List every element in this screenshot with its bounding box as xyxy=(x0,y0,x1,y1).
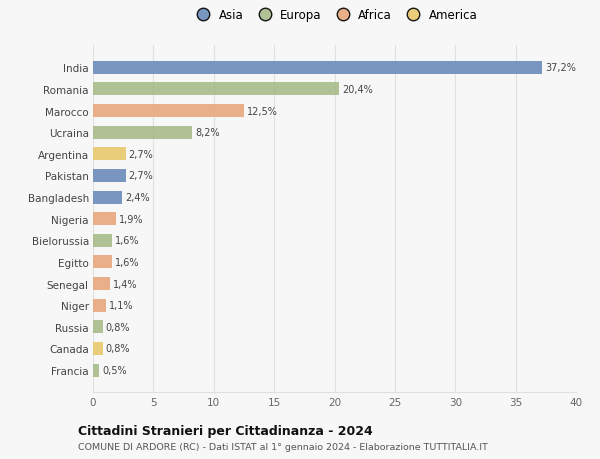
Bar xyxy=(93,83,340,96)
Text: 1,4%: 1,4% xyxy=(113,279,137,289)
Bar xyxy=(93,320,103,334)
Text: 1,9%: 1,9% xyxy=(119,214,143,224)
Bar xyxy=(93,299,106,312)
Text: 2,4%: 2,4% xyxy=(125,193,149,202)
Text: 0,8%: 0,8% xyxy=(106,344,130,353)
Bar xyxy=(93,277,110,291)
Text: 0,8%: 0,8% xyxy=(106,322,130,332)
Bar xyxy=(93,169,125,183)
Bar xyxy=(93,62,542,75)
Bar xyxy=(93,364,99,377)
Bar xyxy=(93,148,125,161)
Bar xyxy=(93,213,116,226)
Bar xyxy=(93,191,122,204)
Text: 12,5%: 12,5% xyxy=(247,106,278,116)
Text: 1,6%: 1,6% xyxy=(115,257,140,267)
Text: 37,2%: 37,2% xyxy=(545,63,576,73)
Bar xyxy=(93,342,103,355)
Text: 1,1%: 1,1% xyxy=(109,301,134,310)
Text: 8,2%: 8,2% xyxy=(195,128,220,138)
Text: 0,5%: 0,5% xyxy=(102,365,127,375)
Bar xyxy=(93,105,244,118)
Legend: Asia, Europa, Africa, America: Asia, Europa, Africa, America xyxy=(189,7,480,24)
Bar xyxy=(93,126,192,140)
Bar xyxy=(93,256,112,269)
Text: 20,4%: 20,4% xyxy=(343,85,373,95)
Text: 1,6%: 1,6% xyxy=(115,236,140,246)
Text: Cittadini Stranieri per Cittadinanza - 2024: Cittadini Stranieri per Cittadinanza - 2… xyxy=(78,425,373,437)
Text: 2,7%: 2,7% xyxy=(128,150,154,159)
Text: COMUNE DI ARDORE (RC) - Dati ISTAT al 1° gennaio 2024 - Elaborazione TUTTITALIA.: COMUNE DI ARDORE (RC) - Dati ISTAT al 1°… xyxy=(78,442,488,451)
Bar xyxy=(93,234,112,247)
Text: 2,7%: 2,7% xyxy=(128,171,154,181)
